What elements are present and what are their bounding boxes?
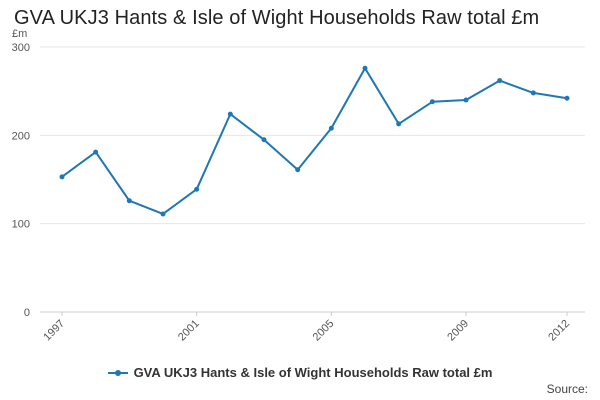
data-point <box>194 186 200 192</box>
data-point <box>328 125 334 131</box>
data-point <box>261 137 267 143</box>
data-point <box>497 78 503 84</box>
data-point <box>126 198 132 204</box>
x-tick-label: 1997 <box>41 318 67 344</box>
x-tick-label: 2005 <box>311 318 337 344</box>
data-point <box>396 121 402 127</box>
source-label: Source: <box>546 382 588 396</box>
data-point <box>564 95 570 101</box>
y-tick-label: 100 <box>12 219 30 231</box>
y-tick-label: 0 <box>24 307 30 319</box>
chart-legend[interactable]: GVA UKJ3 Hants & Isle of Wight Household… <box>0 365 600 380</box>
y-axis-unit-label: £m <box>12 28 28 40</box>
legend-line-marker <box>107 369 128 376</box>
data-point <box>160 211 166 217</box>
legend-label: GVA UKJ3 Hants & Isle of Wight Household… <box>133 365 493 380</box>
series-line <box>61 67 568 215</box>
data-point <box>463 97 469 103</box>
x-tick-label: 2001 <box>176 318 202 344</box>
x-tick-label: 2012 <box>546 318 572 344</box>
y-tick-label: 200 <box>12 130 30 142</box>
data-point <box>59 174 65 180</box>
data-point <box>227 111 233 117</box>
data-point <box>295 167 301 173</box>
data-point <box>530 90 536 96</box>
x-tick-label: 2009 <box>445 318 471 344</box>
chart-title: GVA UKJ3 Hants & Isle of Wight Household… <box>14 7 540 29</box>
data-point <box>429 99 435 105</box>
data-point <box>362 65 368 71</box>
y-tick-label: 300 <box>12 42 30 54</box>
data-point <box>93 149 99 155</box>
